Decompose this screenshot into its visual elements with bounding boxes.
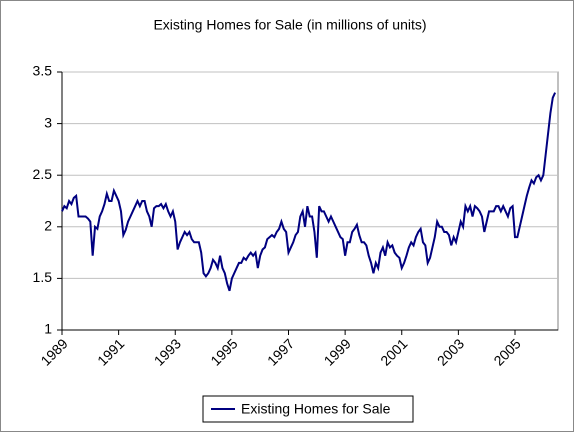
legend-box [202, 395, 414, 423]
series-line [61, 92, 557, 292]
y-tick-label: 1.5 [33, 269, 53, 285]
y-tick-label: 1 [44, 321, 52, 337]
y-tick-label: 2 [44, 218, 52, 234]
chart-title: Existing Homes for Sale (in millions of … [153, 17, 426, 33]
y-tick-label: 3.5 [33, 63, 53, 79]
y-tick-label: 3 [44, 114, 52, 130]
plot-area [61, 71, 559, 331]
legend-label: Existing Homes for Sale [241, 401, 391, 417]
y-tick-label: 2.5 [33, 166, 53, 182]
